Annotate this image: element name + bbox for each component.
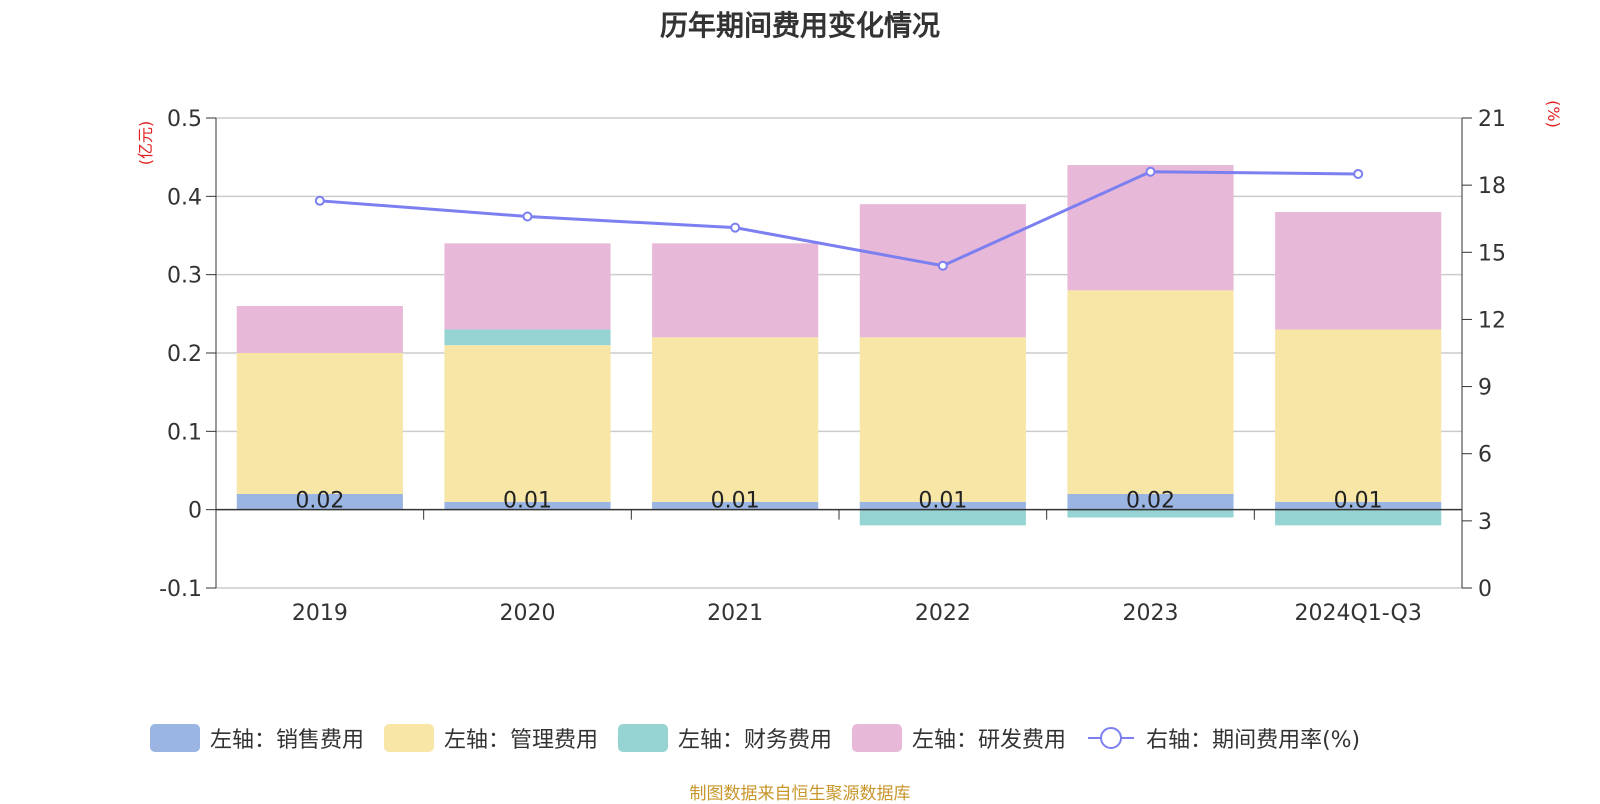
source-footer: 制图数据来自恒生聚源数据库 [689, 784, 911, 804]
left-axis-tick-label: 0.5 [167, 107, 202, 132]
left-axis-tick-label: -0.1 [159, 577, 202, 602]
right-axis-tick-label: 0 [1478, 577, 1492, 602]
legend-item-sales[interactable]: 左轴：销售费用 [150, 722, 364, 754]
bar-segment [652, 501, 819, 510]
expense-rate-point [1145, 166, 1156, 177]
right-axis-tick-label: 12 [1478, 308, 1506, 333]
legend-item-finance[interactable]: 左轴：财务费用 [618, 722, 832, 754]
expense-rate-point [522, 211, 533, 222]
left-axis-tick-label: 0 [188, 499, 202, 524]
x-axis-tick-label: 2022 [915, 601, 971, 626]
bar-segment [1275, 329, 1442, 502]
right-axis-label: (%) [1544, 100, 1563, 128]
legend-swatch-finance [618, 724, 669, 752]
data-label: 0.02 [295, 489, 344, 514]
expense-rate-point [1353, 168, 1364, 179]
right-axis-tick-label: 21 [1478, 107, 1506, 132]
chart-title: 历年期间费用变化情况 [659, 9, 940, 42]
bar-segment [1275, 509, 1442, 526]
x-axis-tick-label: 2024Q1-Q3 [1294, 601, 1421, 626]
legend-item-admin[interactable]: 左轴：管理费用 [384, 722, 598, 754]
bar-segment [236, 353, 403, 494]
right-axis-tick-label: 9 [1478, 376, 1492, 401]
bar-segment [444, 501, 611, 510]
bar-segment [859, 501, 1026, 510]
right-axis-tick-label: 6 [1478, 443, 1492, 468]
legend-swatch-admin [384, 724, 435, 752]
legend-label-finance: 左轴：财务费用 [678, 728, 833, 753]
legend-label-sales: 左轴：销售费用 [210, 728, 365, 753]
data-label: 0.01 [918, 489, 967, 514]
expense-rate-point [314, 195, 325, 206]
right-axis-tick-label: 15 [1478, 241, 1506, 266]
chart: -0.1 0 0.1 0.2 0.3 0.4 0.5 (亿元) 0 3 6 9 12 15 18 21 (%) 2… [136, 100, 1563, 626]
bar-segment [236, 306, 403, 353]
bar-segment [1275, 501, 1442, 510]
data-label: 0.02 [1126, 489, 1175, 514]
legend-swatch-rd [852, 724, 903, 752]
legend-line-icon [1088, 727, 1135, 749]
expense-rate-point [937, 260, 948, 271]
data-label: 0.01 [711, 489, 760, 514]
left-axis-tick-label: 0.1 [167, 420, 202, 445]
legend-swatch-sales [150, 724, 200, 752]
x-axis-tick-label: 2020 [500, 601, 556, 626]
legend-label-rd: 左轴：研发费用 [912, 728, 1067, 753]
data-label: 0.01 [1334, 489, 1383, 514]
bar-segment [236, 494, 403, 510]
bar-segment [1067, 290, 1234, 494]
x-axis-tick-label: 2023 [1123, 601, 1179, 626]
bar-segment [1067, 165, 1234, 291]
legend-label-admin: 左轴：管理费用 [444, 728, 599, 753]
legend-item-expense-rate[interactable]: 右轴：期间费用率(%) [1086, 722, 1360, 754]
left-axis-tick-label: 0.2 [167, 342, 202, 367]
left-axis-tick-label: 0.3 [167, 264, 202, 289]
bar-segment [859, 509, 1026, 526]
legend-label-expense-rate: 右轴：期间费用率(%) [1146, 728, 1361, 753]
expense-rate-line [319, 170, 1359, 268]
chart-legend: 左轴：销售费用 左轴：管理费用 左轴：财务费用 左轴：研发费用 右轴：期间费用率… [150, 722, 1380, 754]
right-axis-tick-label: 18 [1478, 174, 1506, 199]
bar-segment [652, 337, 819, 502]
x-axis-tick-label: 2019 [292, 601, 348, 626]
x-axis-tick-label: 2021 [707, 601, 763, 626]
bar-segment [444, 329, 611, 346]
data-label: 0.01 [503, 489, 552, 514]
left-axis-tick-label: 0.4 [167, 185, 202, 210]
left-axis-label: (亿元) [136, 121, 155, 166]
expense-rate-point [730, 222, 741, 233]
bar-segment [859, 337, 1026, 502]
bar-segment [444, 243, 611, 330]
bar-segment [1067, 509, 1234, 518]
right-axis-tick-label: 3 [1478, 510, 1492, 535]
bar-segment [652, 243, 819, 338]
bar-segment [444, 345, 611, 502]
bar-segment [1067, 494, 1234, 510]
legend-item-rd[interactable]: 左轴：研发费用 [852, 722, 1066, 754]
bar-segment [1275, 212, 1442, 330]
bar-segment [859, 204, 1026, 338]
